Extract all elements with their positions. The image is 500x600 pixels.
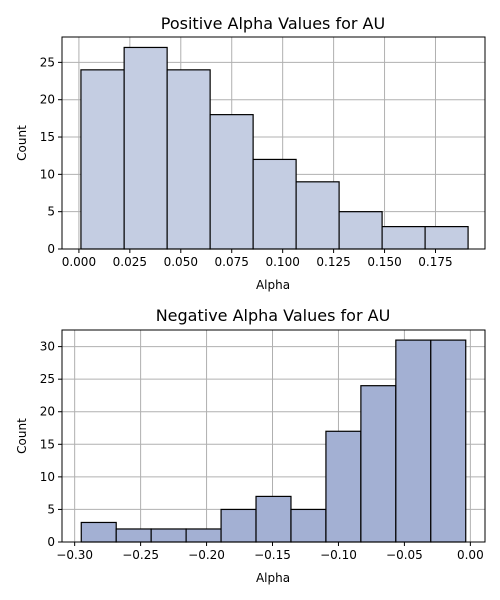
y-tick-label: 25 — [40, 372, 55, 386]
histogram-bar — [220, 508, 257, 543]
x-tick-label: 0.075 — [215, 255, 249, 269]
chart-title: Positive Alpha Values for AU — [161, 14, 385, 33]
y-tick-label: 15 — [40, 130, 55, 144]
chart-title: Negative Alpha Values for AU — [156, 306, 391, 325]
histogram-bar — [295, 181, 340, 250]
x-axis-ticks: 0.000 0.025 0.050 0.075 0.100 0.125 0.150 0.175 — [62, 249, 453, 269]
histogram-bar — [290, 508, 327, 543]
x-tick-label: −0.10 — [320, 548, 357, 562]
histogram-bar — [166, 69, 211, 250]
y-tick-label: 10 — [40, 167, 55, 181]
x-axis-label: Alpha — [256, 571, 290, 585]
x-tick-label: −0.15 — [254, 548, 291, 562]
y-tick-label: 15 — [40, 437, 55, 451]
histogram-bar — [381, 226, 426, 250]
x-tick-label: −0.25 — [122, 548, 159, 562]
histogram-bar — [80, 521, 117, 543]
bars — [80, 46, 469, 250]
x-tick-label: 0.150 — [367, 255, 401, 269]
x-tick-label: 0.00 — [457, 548, 484, 562]
x-tick-label: −0.05 — [386, 548, 423, 562]
histogram-bar — [360, 385, 397, 543]
y-tick-label: 0 — [47, 535, 55, 549]
x-tick-label: 0.125 — [316, 255, 350, 269]
histogram-bar — [80, 69, 125, 250]
y-tick-label: 20 — [40, 405, 55, 419]
x-tick-label: −0.20 — [188, 548, 225, 562]
x-tick-label: 0.100 — [265, 255, 299, 269]
negative-alpha-histogram: Negative Alpha Values for AU Alpha Count… — [15, 306, 486, 585]
y-tick-label: 5 — [47, 205, 55, 219]
histogram-bar — [252, 158, 297, 250]
x-tick-label: 0.000 — [62, 255, 96, 269]
y-axis-label: Count — [15, 418, 29, 454]
y-axis-ticks: 0 5 10 15 20 25 — [40, 55, 62, 256]
histogram-bar — [395, 339, 432, 543]
histogram-bar — [338, 211, 383, 250]
y-tick-label: 5 — [47, 502, 55, 516]
bars — [80, 339, 467, 543]
y-tick-label: 0 — [47, 242, 55, 256]
histogram-bar — [255, 495, 292, 543]
histogram-bar — [424, 226, 469, 250]
x-tick-label: 0.050 — [164, 255, 198, 269]
histogram-bar — [185, 528, 222, 543]
histogram-bar — [123, 46, 168, 250]
plot-frame — [61, 36, 486, 250]
y-axis-label: Count — [15, 125, 29, 161]
y-tick-label: 10 — [40, 470, 55, 484]
histogram-bar — [115, 528, 152, 543]
x-tick-label: −0.30 — [56, 548, 93, 562]
histogram-bar — [150, 528, 187, 543]
positive-alpha-histogram: Positive Alpha Values for AU Alpha Count… — [15, 14, 486, 292]
plot-frame — [61, 329, 486, 543]
y-tick-label: 25 — [40, 55, 55, 69]
y-tick-label: 20 — [40, 93, 55, 107]
y-axis-ticks: 0 5 10 15 20 25 30 — [40, 340, 62, 549]
x-axis-label: Alpha — [256, 278, 290, 292]
histogram-bar — [325, 430, 362, 543]
histogram-bar — [430, 339, 467, 543]
histogram-bar — [209, 114, 254, 250]
x-tick-label: 0.175 — [418, 255, 452, 269]
x-axis-ticks: −0.30 −0.25 −0.20 −0.15 −0.10 −0.05 0.00 — [56, 542, 484, 562]
x-tick-label: 0.025 — [113, 255, 147, 269]
y-tick-label: 30 — [40, 340, 55, 354]
